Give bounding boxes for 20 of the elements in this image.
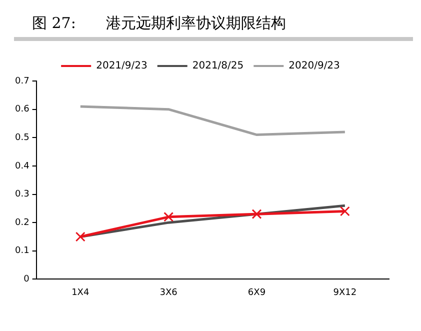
y-tick-label: 0.3 [14, 190, 30, 200]
chart-title: 图 27: 港元远期利率协议期限结构 [14, 8, 413, 41]
y-tick-label: 0.4 [14, 161, 30, 172]
point [252, 209, 262, 220]
x-tick-label: 3X6 [160, 288, 178, 298]
x-tick-label: 6X9 [248, 288, 266, 298]
point [340, 206, 350, 216]
y-tick-label: 0.2 [14, 218, 30, 228]
y-tick-label: 0.1 [14, 246, 30, 256]
point [164, 212, 174, 222]
legend-label: 2021/8/25 [192, 60, 244, 72]
y-tick-label: 0.7 [14, 76, 30, 86]
point [75, 232, 86, 242]
y-tick-label: 0.6 [14, 104, 30, 115]
x-tick-label: 9X12 [333, 288, 357, 298]
y-tick-label: 0.5 [14, 132, 30, 143]
x-tick-label: 1X4 [72, 288, 90, 298]
legend-label: 2020/9/23 [288, 60, 340, 72]
legend-label: 2021/9/23 [96, 60, 148, 72]
y-tick-label: 0 [24, 274, 30, 285]
